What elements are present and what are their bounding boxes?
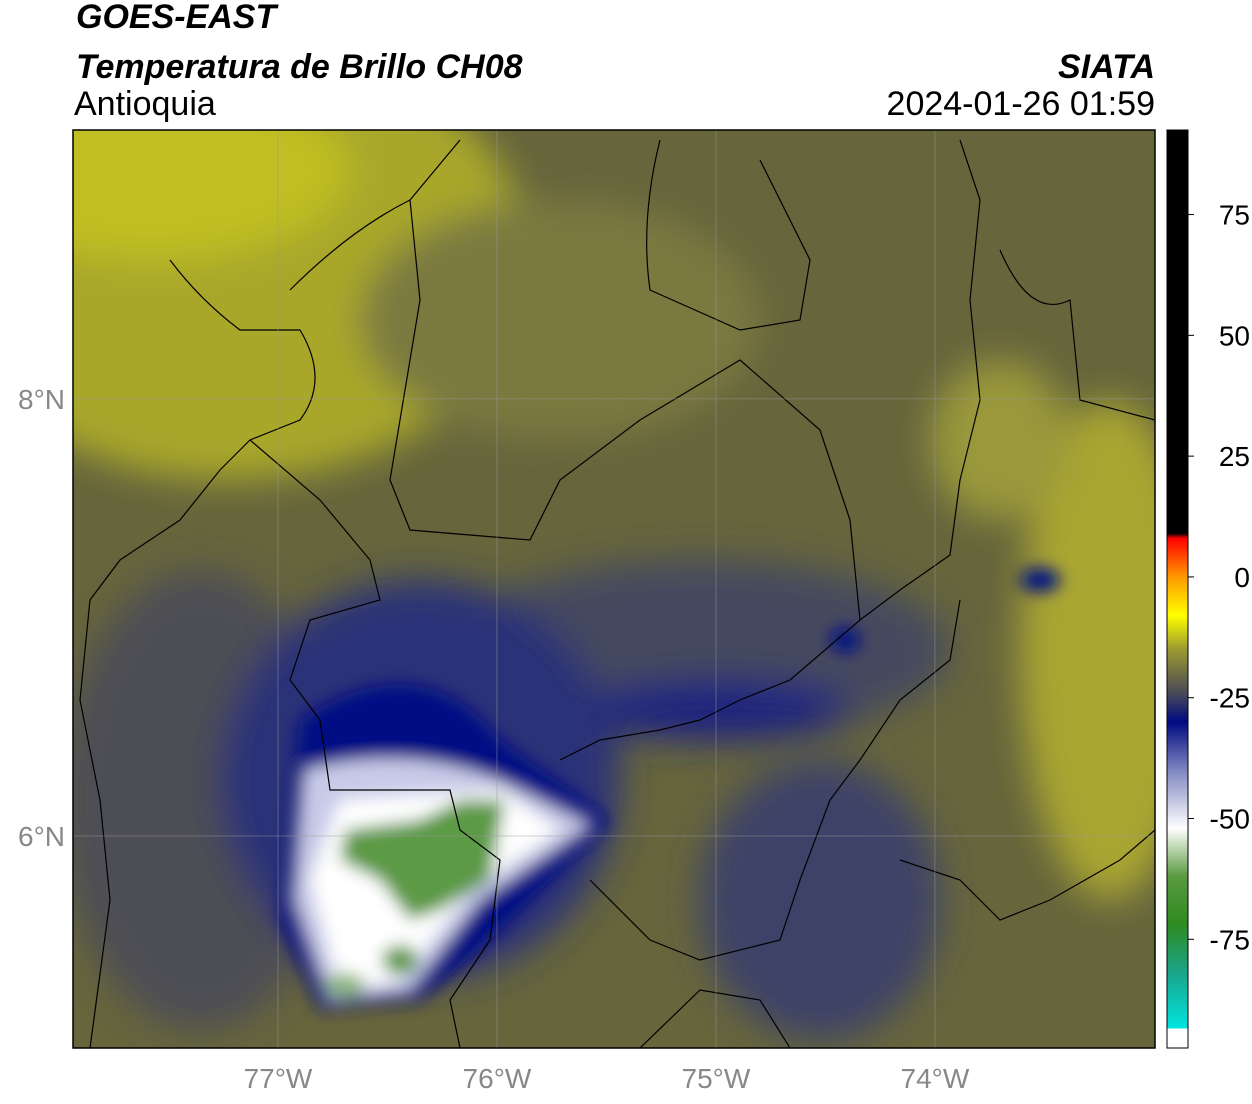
- colorbar-tick-label: -50: [1210, 804, 1250, 835]
- colorbar-tick-label: 75: [1219, 200, 1250, 231]
- region: Antioquia: [74, 85, 216, 123]
- map-frame: [72, 129, 1156, 1049]
- x-tick-label: 76°W: [463, 1063, 532, 1094]
- colorbar-tick-label: 50: [1219, 320, 1250, 351]
- x-tick-label: 77°W: [244, 1063, 313, 1094]
- colorbar-tick-label: 25: [1219, 441, 1250, 472]
- y-tick-label: 8°N: [18, 384, 65, 415]
- x-tick-label: 74°W: [901, 1063, 970, 1094]
- datetime: 2024-01-26 01:59: [887, 85, 1155, 123]
- colorbar-tick-label: 0: [1234, 562, 1250, 593]
- subtitle: Temperatura de Brillo CH08: [76, 48, 523, 86]
- source: SIATA: [1058, 48, 1155, 86]
- gridlines: [73, 130, 1155, 1048]
- map-field: [73, 130, 1155, 1048]
- colorbar-tick-label: -75: [1210, 924, 1250, 955]
- y-tick-label: 6°N: [18, 821, 65, 852]
- x-tick-label: 75°W: [682, 1063, 751, 1094]
- colorbar-tick-label: -25: [1210, 683, 1250, 714]
- boundaries: [79, 139, 1155, 1048]
- title: GOES-EAST: [76, 0, 279, 36]
- colorbar: [1166, 129, 1189, 1049]
